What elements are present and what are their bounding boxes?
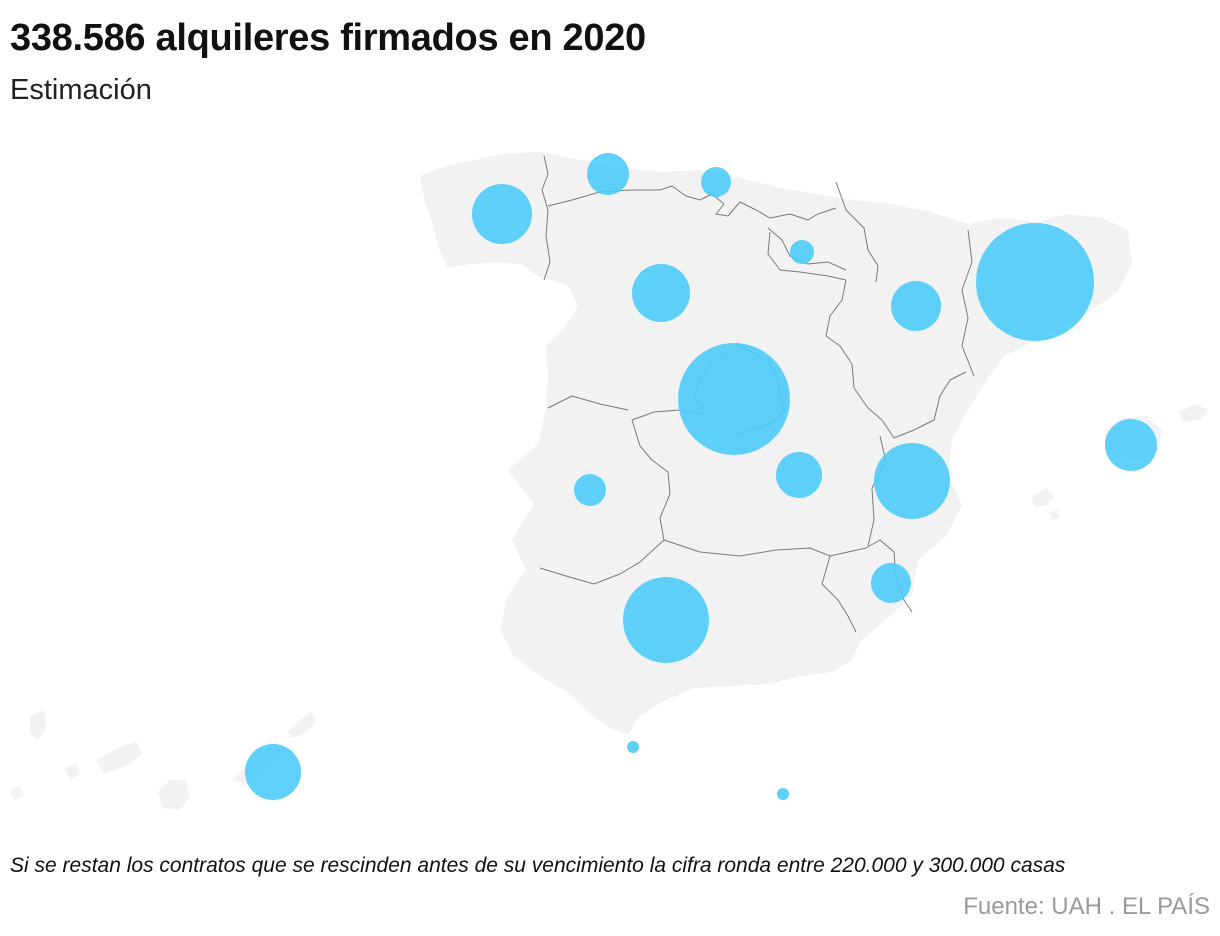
footnote: Si se restan los contratos que se rescin… (10, 854, 1066, 877)
border-clm-and (639, 539, 831, 563)
bubble-andalucia (623, 577, 709, 663)
bubble-galicia (472, 184, 532, 244)
gomera-land (64, 764, 80, 780)
lanzarote-land (288, 712, 316, 738)
border-ext-and (539, 561, 641, 585)
border-larioja-cyl (767, 231, 847, 281)
border-galicia-asturias (541, 155, 551, 281)
bubble-la-rioja (790, 240, 814, 264)
bubble-extremadura (574, 474, 606, 506)
border-ext-clm (631, 419, 671, 541)
border-cantabria (671, 185, 713, 201)
border-cyl-ext (547, 395, 629, 411)
formentera-land (1050, 510, 1060, 520)
bubble-cataluna (976, 223, 1094, 341)
source-credit: Fuente: UAH . EL PAÍS (963, 893, 1210, 920)
bubble-valencia (874, 443, 950, 519)
bubble-cantabria (701, 167, 731, 197)
menorca-land (1178, 404, 1208, 422)
chart-title: 338.586 alquileres firmados en 2020 (10, 17, 646, 59)
bubbles (245, 153, 1157, 800)
bubble-madrid (678, 343, 790, 455)
grancanaria-land (158, 780, 190, 810)
bubble-castilla-la-mancha (776, 452, 822, 498)
border-clm-aragon (853, 387, 895, 439)
bubble-ceuta (627, 741, 639, 753)
border-aragon-cat (961, 229, 975, 377)
bubble-aragon (891, 281, 941, 331)
bubble-asturias (587, 153, 629, 195)
border-clm-valencia (867, 435, 887, 547)
tenerife-land (96, 742, 142, 774)
bubble-canarias (245, 744, 301, 800)
chart-subtitle: Estimación (10, 74, 152, 106)
border-aragon-valencia (893, 371, 967, 439)
border-murcia-and (821, 555, 857, 633)
peninsula-land (420, 152, 1132, 734)
bubble-baleares (1105, 419, 1157, 471)
lapalma-land (30, 710, 46, 740)
border-cyl-aragon (825, 279, 855, 389)
hierro-land (10, 786, 24, 800)
bubble-murcia (871, 563, 911, 603)
border-cantabria-pv (711, 193, 757, 217)
ibiza-land (1032, 488, 1054, 506)
border-pv-navarra (755, 207, 837, 221)
bubble-castilla-y-leon (632, 264, 690, 322)
border-navarra-aragon (835, 181, 879, 283)
bubble-melilla (777, 788, 789, 800)
